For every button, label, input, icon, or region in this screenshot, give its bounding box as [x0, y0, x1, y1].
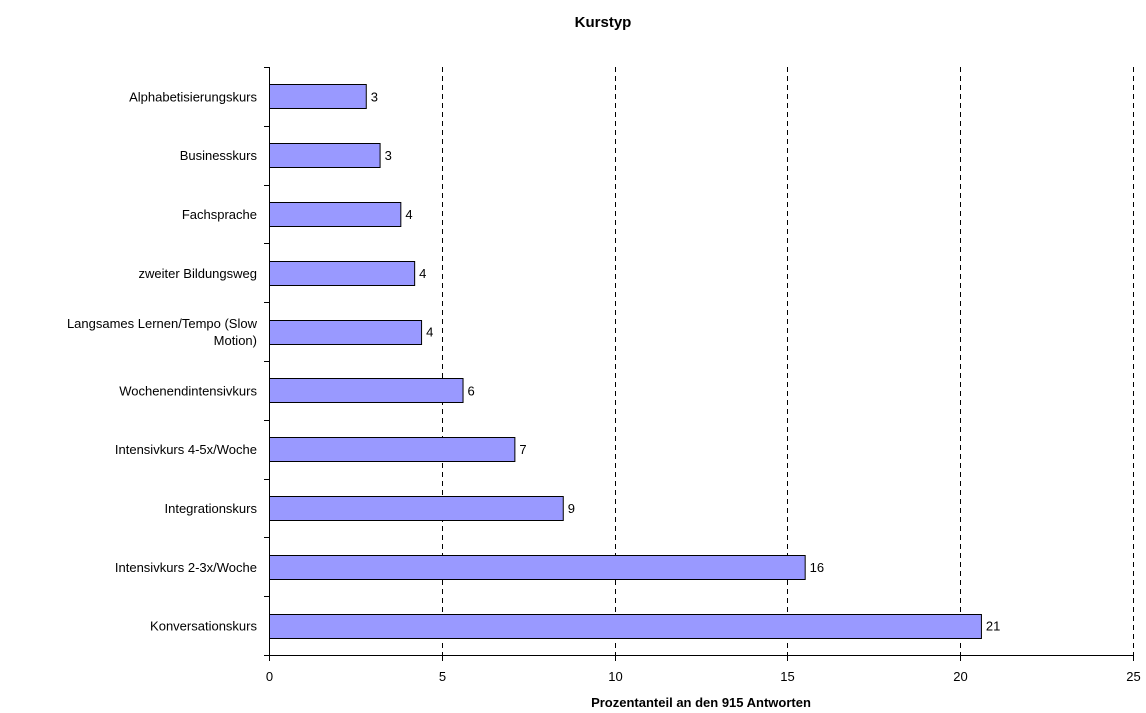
category-label-line: Alphabetisierungskurs [129, 89, 257, 104]
category-label: Integrationskurs [165, 501, 258, 516]
data-label: 6 [468, 383, 475, 398]
bar-4 [269, 320, 423, 345]
x-tick-label: 15 [780, 669, 794, 684]
data-label: 9 [568, 501, 575, 516]
category-label: zweiter Bildungsweg [138, 266, 257, 281]
axes [264, 67, 1134, 661]
x-tick-label: 5 [439, 669, 446, 684]
category-label-line: Intensivkurs 2-3x/Woche [115, 560, 257, 575]
data-label: 7 [519, 442, 526, 457]
x-tick-label: 10 [608, 669, 622, 684]
category-label: Alphabetisierungskurs [129, 89, 257, 104]
x-tick-labels: 0 5 10 15 20 25 [266, 669, 1141, 684]
x-tick-label: 0 [266, 669, 273, 684]
category-label-line: Konversationskurs [150, 619, 257, 634]
category-label-line: Motion) [214, 333, 257, 348]
x-tick-label: 25 [1126, 669, 1140, 684]
bar-3 [269, 261, 416, 286]
bars [269, 84, 982, 639]
bar-7 [269, 496, 564, 521]
category-label-line: zweiter Bildungsweg [138, 266, 257, 281]
bar-2 [269, 202, 402, 227]
data-label: 3 [371, 89, 378, 104]
category-label-line: Integrationskurs [165, 501, 258, 516]
bar-1 [269, 143, 381, 168]
data-label: 4 [426, 325, 433, 340]
category-label: Langsames Lernen/Tempo (Slow Motion) [67, 316, 258, 348]
data-label: 21 [986, 619, 1000, 634]
data-labels: 3 3 4 4 4 6 7 9 16 21 [371, 89, 1001, 633]
bar-0 [269, 84, 367, 109]
data-label: 4 [419, 266, 426, 281]
bar-8 [269, 555, 806, 580]
category-label: Intensivkurs 2-3x/Woche [115, 560, 257, 575]
chart-title: Kurstyp [575, 14, 632, 31]
category-label: Konversationskurs [150, 619, 257, 634]
bar-5 [269, 378, 464, 403]
category-label-line: Fachsprache [182, 207, 257, 222]
data-label: 16 [810, 560, 824, 575]
category-labels: Alphabetisierungskurs Businesskurs Fachspr… [67, 89, 258, 633]
category-label-line: Intensivkurs 4-5x/Woche [115, 442, 257, 457]
bar-9 [269, 614, 982, 639]
data-label: 3 [385, 148, 392, 163]
category-label: Fachsprache [182, 207, 257, 222]
category-label-line: Langsames Lernen/Tempo (Slow [67, 316, 258, 331]
category-label: Intensivkurs 4-5x/Woche [115, 442, 257, 457]
category-label-line: Wochenendintensivkurs [119, 383, 257, 398]
data-label: 4 [405, 207, 412, 222]
category-label: Businesskurs [180, 148, 258, 163]
x-axis-title: Prozentanteil an den 915 Antworten [591, 695, 811, 710]
bar-6 [269, 437, 516, 462]
x-tick-label: 20 [953, 669, 967, 684]
category-label-line: Businesskurs [180, 148, 258, 163]
category-label: Wochenendintensivkurs [119, 383, 257, 398]
